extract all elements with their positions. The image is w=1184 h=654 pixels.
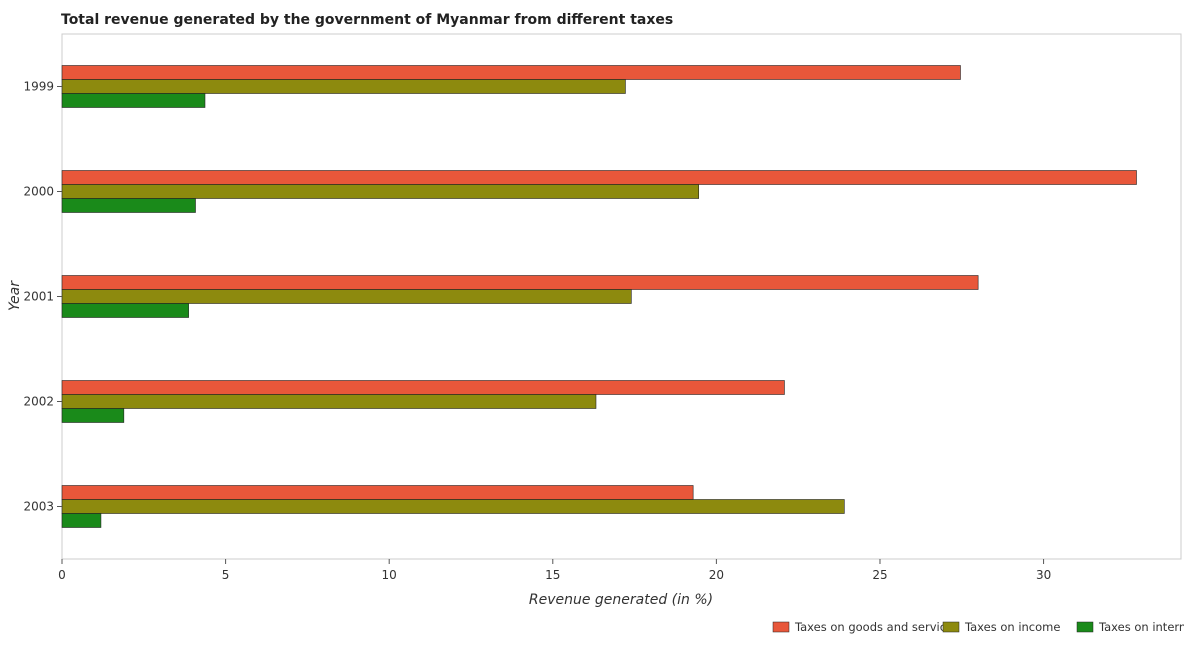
- legend: Taxes on goods and services Taxes on inco…: [772, 620, 1184, 634]
- bar-2002-1: [61, 394, 597, 409]
- bars-group: [61, 65, 1137, 528]
- x-tick-label: 30: [1036, 568, 1051, 582]
- legend-label: Taxes on income: [964, 620, 1060, 634]
- bar-2002-2: [61, 408, 125, 423]
- x-tick-label: 15: [545, 568, 560, 582]
- bar-2003-0: [61, 485, 694, 500]
- bar-2000-0: [61, 170, 1137, 185]
- bar-2000-2: [61, 198, 196, 213]
- y-axis-label: Year: [7, 280, 23, 311]
- legend-swatch: [772, 621, 790, 633]
- legend-swatch: [1076, 621, 1094, 633]
- legend-label: Taxes on goods and services: [794, 620, 959, 634]
- bar-2003-2: [61, 513, 102, 528]
- x-tick-label: 10: [382, 568, 397, 582]
- x-tick-label: 25: [872, 568, 887, 582]
- bar-2001-0: [61, 275, 979, 290]
- x-axis-label: Revenue generated (in %): [529, 592, 713, 608]
- y-axis-ticks: 1999 2000 2001 2002 2003: [23, 80, 62, 514]
- y-tick-label: 2001: [23, 290, 54, 304]
- x-tick-label: 5: [222, 568, 230, 582]
- x-axis-ticks: 0 5 10 15 20 25 30: [58, 559, 1051, 582]
- bar-1999-1: [61, 79, 626, 94]
- y-tick-label: 2002: [23, 395, 54, 409]
- chart-title: Total revenue generated by the governmen…: [61, 12, 673, 28]
- y-tick-label: 2003: [23, 500, 54, 514]
- bar-2000-1: [61, 184, 700, 199]
- bar-2001-2: [61, 303, 189, 318]
- x-tick-label: 20: [709, 568, 724, 582]
- bar-1999-2: [61, 93, 206, 108]
- x-tick-label: 0: [58, 568, 66, 582]
- bar-2002-0: [61, 380, 785, 395]
- bar-2001-1: [61, 289, 632, 304]
- y-tick-label: 1999: [23, 80, 54, 94]
- bar-1999-0: [61, 65, 961, 80]
- y-tick-label: 2000: [23, 185, 54, 199]
- legend-swatch: [942, 621, 960, 633]
- legend-label: Taxes on international trade: [1098, 620, 1184, 634]
- bar-2003-1: [61, 499, 845, 514]
